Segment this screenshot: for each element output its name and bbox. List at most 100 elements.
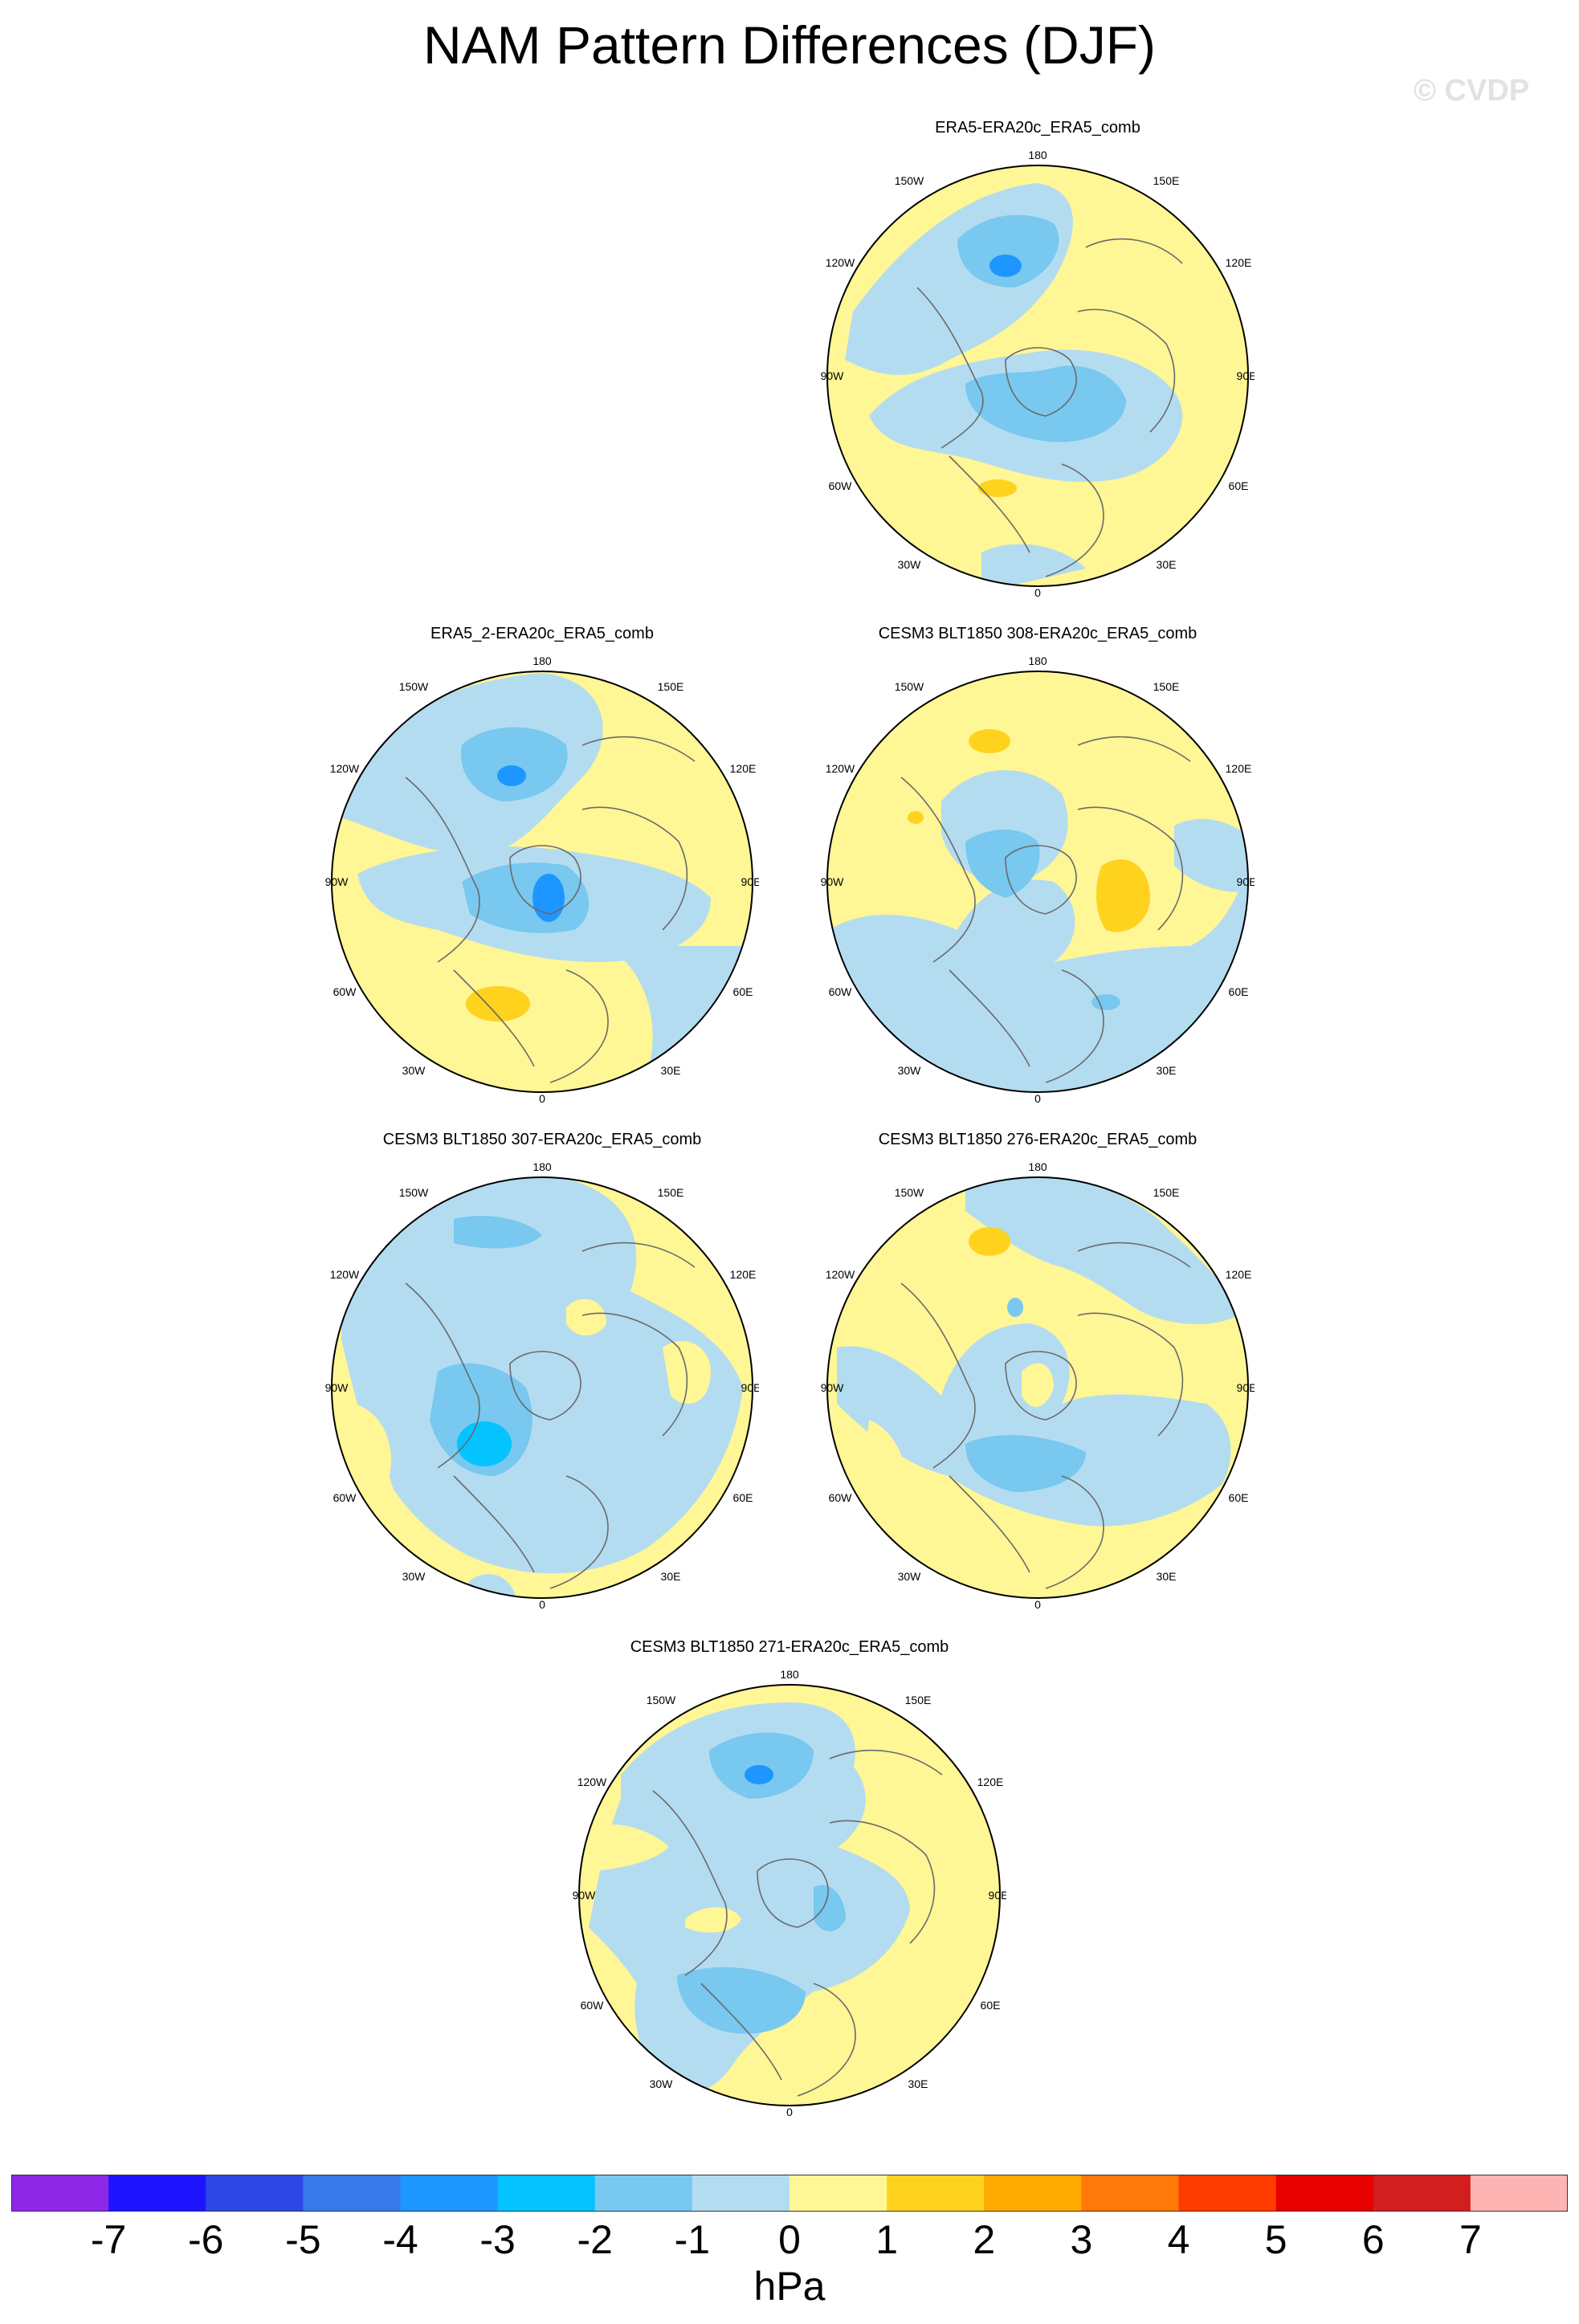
figure-title: NAM Pattern Differences (DJF) (422, 15, 1156, 75)
lon-label: 90E (741, 1381, 759, 1394)
coastlines (900, 1242, 1191, 1589)
colorbar (11, 2175, 1568, 2212)
lon-label: 120E (1226, 762, 1252, 775)
lon-label: 120E (977, 1776, 1004, 1788)
colorbar-swatch (594, 2175, 693, 2212)
lon-label: 120E (730, 1268, 757, 1281)
colorbar-swatch (1470, 2175, 1568, 2212)
lon-label: 150W (647, 1694, 676, 1706)
lon-label: 30E (1157, 558, 1177, 571)
colorbar-tick-label: 6 (1361, 2217, 1385, 2262)
lon-label: 180 (1028, 149, 1047, 161)
lon-label: 60W (333, 1491, 357, 1504)
colorbar-tick-label: 0 (778, 2217, 801, 2262)
lon-label: 0 (1034, 586, 1041, 599)
contour-fill (827, 1177, 1248, 1598)
lon-label: 30W (898, 558, 922, 571)
colorbar-tick-label: -7 (90, 2217, 127, 2262)
colorbar-tick-label: 1 (875, 2217, 899, 2262)
panel-title: CESM3 BLT1850 308-ERA20c_ERA5_comb (878, 625, 1198, 642)
lon-label: 0 (1034, 1598, 1041, 1611)
lon-label: 120E (730, 762, 757, 775)
colorbar-tick-label: -4 (382, 2217, 418, 2262)
lon-label: 120E (1226, 256, 1252, 269)
contour-fill (579, 1685, 1000, 2106)
colorbar-tick-label: -5 (285, 2217, 321, 2262)
colorbar-unit: hPa (753, 2264, 826, 2309)
map-panel-308: CESM3 BLT1850 308-ERA20c_ERA5_comb 180 1… (821, 625, 1255, 1123)
contour-fill (827, 671, 1248, 1092)
colorbar-swatch (984, 2175, 1082, 2212)
lon-label: 90W (573, 1889, 596, 1902)
lon-label: 150E (1153, 174, 1180, 187)
lon-label: 120W (826, 256, 855, 269)
map-border (578, 1684, 1001, 2106)
lon-label: 90E (1237, 1381, 1255, 1394)
map-border (331, 1176, 753, 1599)
lon-label: 150E (1153, 1186, 1180, 1199)
lon-label: 90E (1237, 875, 1255, 888)
colorbar-swatch (400, 2175, 499, 2212)
lon-label: 60W (333, 985, 357, 998)
panel-title: ERA5-ERA20c_ERA5_comb (935, 119, 1140, 137)
colorbar-swatch (887, 2175, 985, 2212)
lon-label: 150W (895, 174, 924, 187)
lon-label: 60E (733, 985, 753, 998)
polar-map: 180 150W 150E 120W 120E 90W 90E 60W 60E … (325, 654, 759, 1105)
lon-label: 120W (330, 762, 360, 775)
lon-label: 180 (532, 654, 552, 667)
colorbar-swatch (1081, 2175, 1180, 2212)
colorbar-tick-label: -2 (577, 2217, 613, 2262)
map-border (826, 1176, 1249, 1599)
lon-label: 90W (325, 875, 349, 888)
colorbar-tick-label: 3 (1070, 2217, 1093, 2262)
colorbar-tick-label: 5 (1264, 2217, 1287, 2262)
lon-label: 120W (577, 1776, 607, 1788)
map-panel-307: CESM3 BLT1850 307-ERA20c_ERA5_comb 180 1… (325, 1131, 759, 1629)
panel-title: CESM3 BLT1850 271-ERA20c_ERA5_comb (630, 1638, 949, 1656)
lon-label: 60W (829, 985, 853, 998)
lon-label: 0 (1034, 1092, 1041, 1105)
panel-title: CESM3 BLT1850 276-ERA20c_ERA5_comb (878, 1131, 1198, 1148)
colorbar-swatch (108, 2175, 206, 2212)
colorbar-tick-label: 4 (1167, 2217, 1190, 2262)
lon-label: 0 (539, 1092, 545, 1105)
contour-fill (332, 671, 753, 1092)
lon-label: 120W (330, 1268, 360, 1281)
map-panel-271: CESM3 BLT1850 271-ERA20c_ERA5_comb 180 1… (573, 1638, 1006, 2136)
lon-label: 90W (821, 369, 844, 382)
coastlines (405, 736, 696, 1083)
colorbar-tick-label: -1 (674, 2217, 711, 2262)
colorbar-swatch (692, 2175, 790, 2212)
lon-label: 0 (539, 1598, 545, 1611)
coastlines (900, 736, 1191, 1083)
lon-label: 60E (733, 1491, 753, 1504)
lon-label: 180 (780, 1668, 799, 1681)
cvdp-watermark: © CVDP (1414, 74, 1530, 108)
lon-label: 60W (829, 1491, 853, 1504)
colorbar-swatch (497, 2175, 596, 2212)
lon-label: 60E (1229, 1491, 1249, 1504)
lon-label: 30W (650, 2077, 674, 2090)
lon-label: 150E (658, 1186, 684, 1199)
colorbar-outline (11, 2175, 1568, 2212)
colorbar-tick-label: 2 (973, 2217, 996, 2262)
lon-label: 0 (786, 2106, 793, 2118)
lon-label: 60W (829, 479, 853, 492)
lon-label: 150W (399, 680, 429, 693)
lon-label: 30W (898, 1570, 922, 1583)
lon-label: 30E (661, 1064, 681, 1077)
colorbar-labels: -7 -6 -5 -4 -3 -2 -1 0 1 2 3 4 5 6 7 (0, 2216, 1579, 2265)
polar-map: 180 150W 150E 120W 120E 90W 90E 60W 60E … (821, 149, 1255, 599)
lon-label: 150E (658, 680, 684, 693)
colorbar-tick-label: -3 (479, 2217, 516, 2262)
lon-label: 150W (895, 680, 924, 693)
map-panel-276: CESM3 BLT1850 276-ERA20c_ERA5_comb 180 1… (821, 1131, 1255, 1629)
lon-label: 90E (989, 1889, 1006, 1902)
lon-label: 120E (1226, 1268, 1252, 1281)
lon-label: 30W (402, 1570, 426, 1583)
lon-label: 120W (826, 762, 855, 775)
lon-label: 30E (908, 2077, 928, 2090)
lon-label: 150E (905, 1694, 932, 1706)
lon-label: 90W (821, 1381, 844, 1394)
